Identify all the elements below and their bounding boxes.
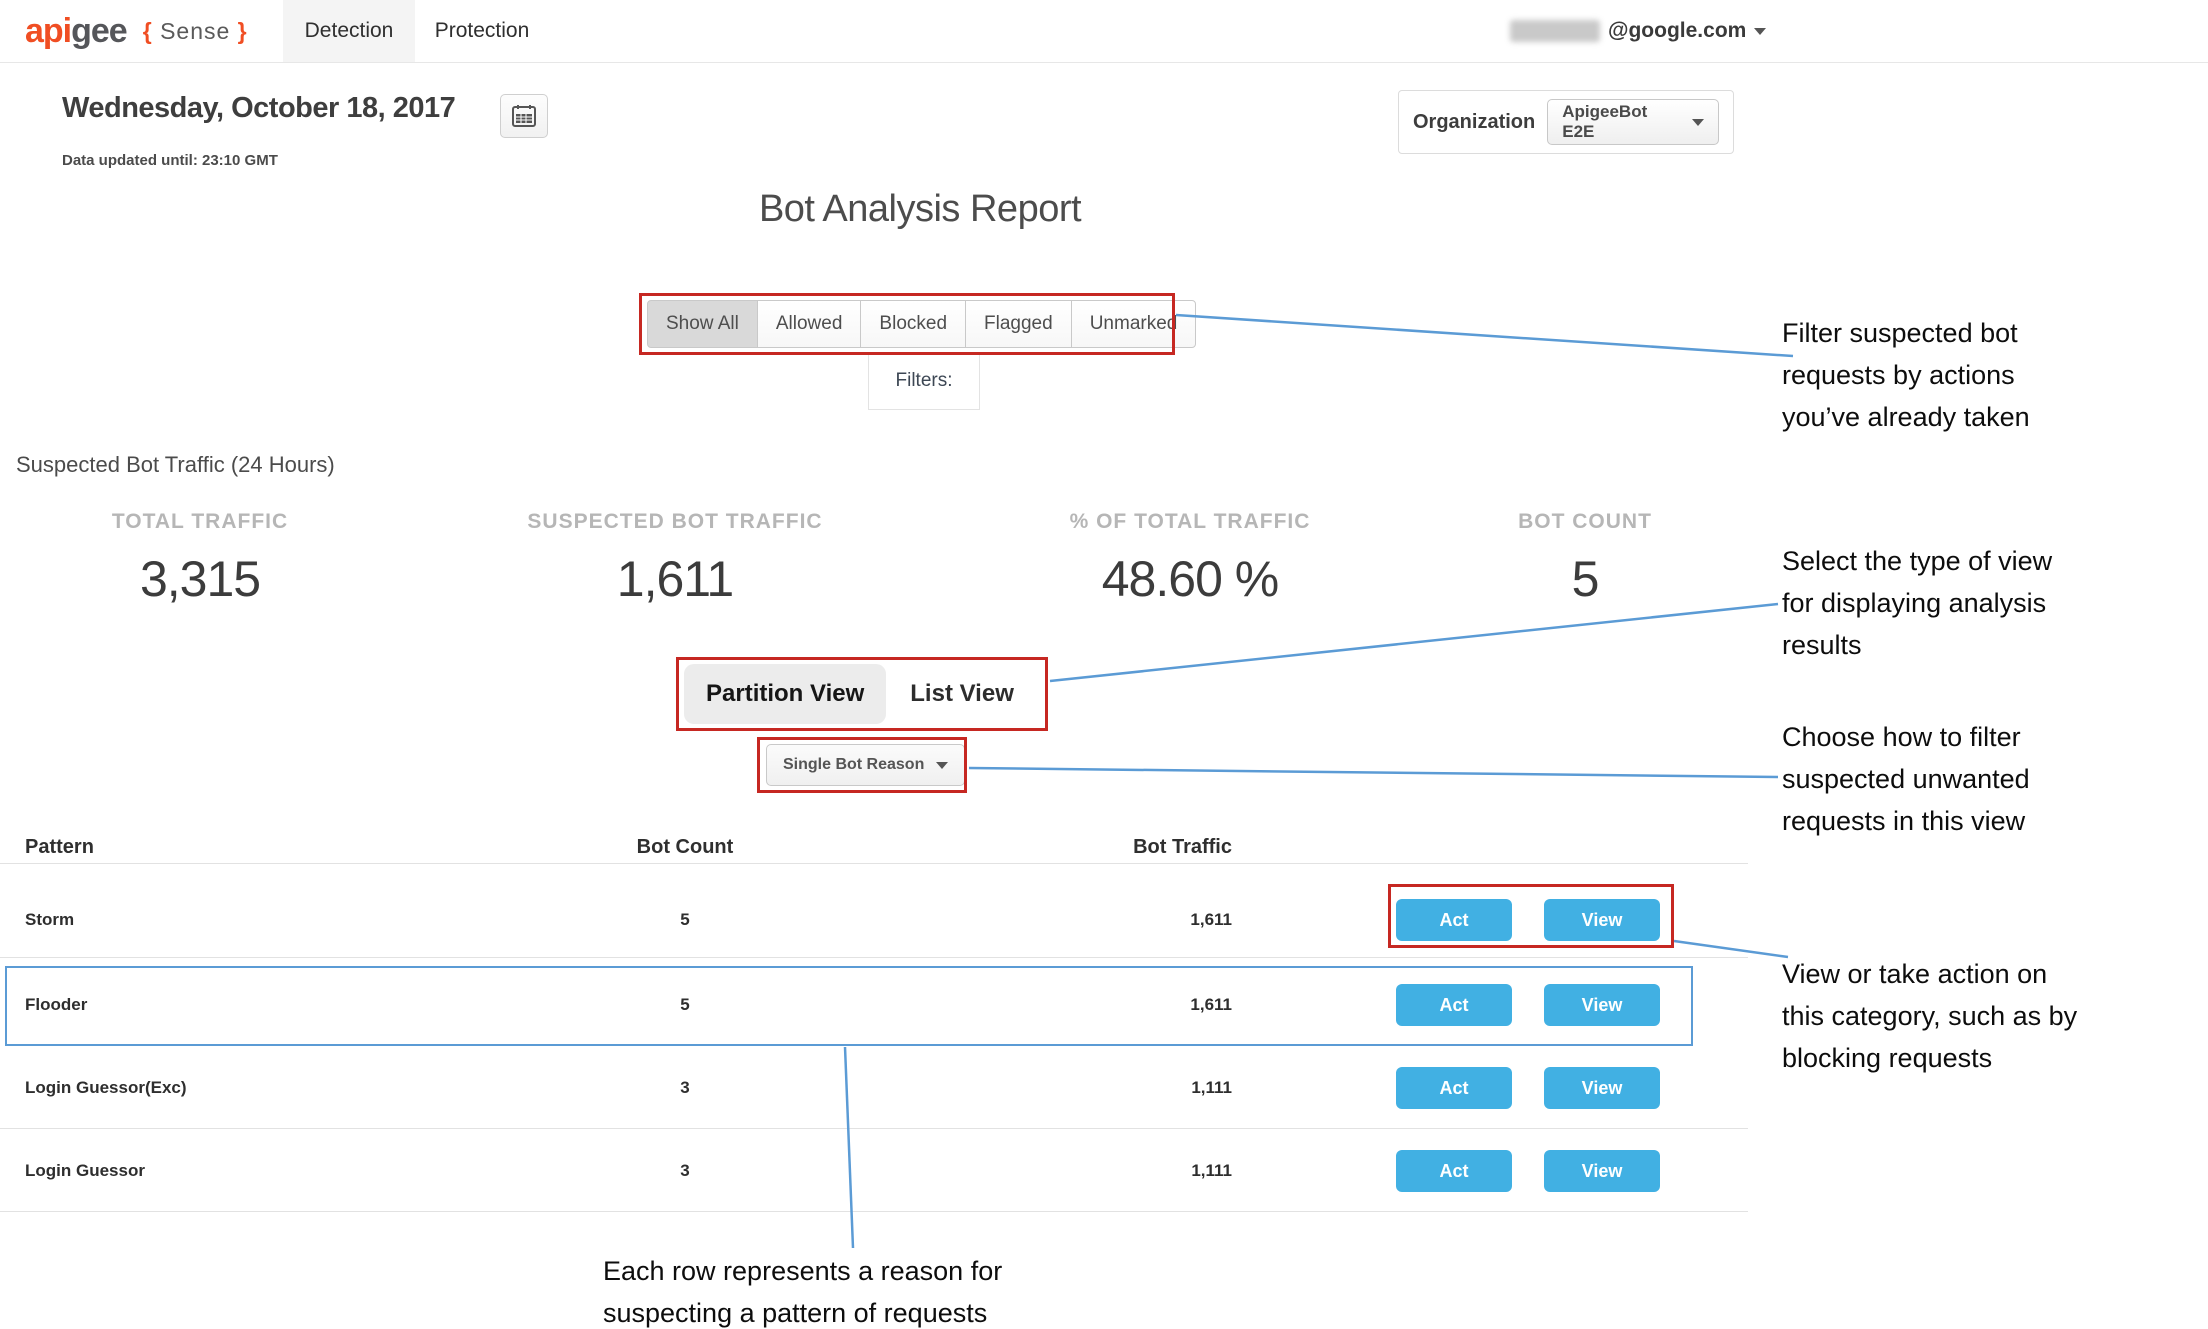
- row-divider: [0, 1128, 1748, 1129]
- act-button[interactable]: Act: [1396, 1150, 1512, 1192]
- annotation-view: Select the type of view for displaying a…: [1782, 546, 2053, 660]
- pattern-cell: Login Guessor(Exc): [25, 1078, 187, 1097]
- stat-percent-total-traffic: % OF TOTAL TRAFFIC 48.60 %: [1020, 510, 1360, 608]
- stat-total-traffic: TOTAL TRAFFIC 3,315: [40, 510, 360, 608]
- top-nav-bar: api gee { Sense } Detection Protection @g…: [0, 0, 2208, 63]
- callout-line-view: [1049, 602, 1779, 683]
- account-menu[interactable]: @google.com: [1510, 0, 1767, 62]
- tab-protection[interactable]: Protection: [434, 19, 530, 42]
- column-header-pattern: Pattern: [25, 836, 94, 858]
- bot-count-cell: 5: [680, 995, 690, 1014]
- pattern-cell: Login Guessor: [25, 1161, 145, 1180]
- filter-allowed[interactable]: Allowed: [756, 300, 862, 348]
- action-filter-group: Show All Allowed Blocked Flagged Unmarke…: [647, 300, 1197, 348]
- view-button[interactable]: View: [1544, 1067, 1660, 1109]
- column-header-bot-count: Bot Count: [636, 836, 734, 858]
- bot-count-cell: 5: [680, 910, 690, 929]
- stat-label: % OF TOTAL TRAFFIC: [1069, 510, 1311, 533]
- table-row: Storm 5 1,611 Act View: [0, 880, 1748, 960]
- tab-list-view[interactable]: List View: [910, 680, 1014, 707]
- row-divider: [0, 1211, 1748, 1212]
- bot-traffic-cell: 1,111: [1191, 1161, 1232, 1180]
- organization-selector: Organization ApigeeBot E2E: [1398, 90, 1734, 154]
- column-header-bot-traffic: Bot Traffic: [1133, 836, 1232, 858]
- stat-value: 3,315: [139, 551, 261, 607]
- stat-value: 48.60 %: [1101, 551, 1279, 607]
- filter-flagged[interactable]: Flagged: [965, 300, 1072, 348]
- pattern-cell: Storm: [25, 910, 75, 929]
- callout-line-reason: [968, 766, 1779, 779]
- stat-suspected-bot-traffic: SUSPECTED BOT TRAFFIC 1,611: [510, 510, 840, 608]
- stat-label: BOT COUNT: [1518, 510, 1652, 533]
- act-button[interactable]: Act: [1396, 1067, 1512, 1109]
- data-updated-text: Data updated until: 23:10 GMT: [62, 152, 278, 169]
- pattern-cell: Flooder: [25, 995, 88, 1014]
- table-row: Login Guessor 3 1,111 Act View: [0, 1131, 1748, 1211]
- view-toggle: Partition View List View: [684, 664, 1038, 724]
- organization-label: Organization: [1413, 110, 1536, 133]
- act-button[interactable]: Act: [1396, 899, 1512, 941]
- table-row: Flooder 5 1,611 Act View: [0, 965, 1748, 1045]
- annotation-reason: Choose how to filter suspected unwanted …: [1782, 722, 2030, 836]
- bot-count-cell: 3: [680, 1078, 690, 1097]
- annotation-actions: View or take action on this category, su…: [1782, 959, 2078, 1073]
- section-title: Suspected Bot Traffic (24 Hours): [16, 452, 335, 477]
- apigee-sense-logo: api gee { Sense }: [25, 0, 248, 62]
- row-divider: [0, 957, 1748, 958]
- tab-partition-view[interactable]: Partition View: [684, 664, 887, 724]
- logo-api: api: [25, 11, 72, 50]
- header-divider: [0, 863, 1748, 864]
- account-email: @google.com: [1608, 19, 1747, 42]
- filter-unmarked[interactable]: Unmarked: [1070, 300, 1197, 348]
- filters-box: Filters:: [868, 352, 980, 410]
- view-button[interactable]: View: [1544, 1150, 1660, 1192]
- calendar-button[interactable]: [500, 94, 548, 138]
- organization-dropdown[interactable]: ApigeeBot E2E: [1547, 99, 1719, 145]
- stat-value: 5: [1571, 551, 1600, 607]
- chevron-down-icon: [936, 761, 949, 769]
- table-row: Login Guessor(Exc) 3 1,111 Act View: [0, 1048, 1748, 1128]
- tab-detection[interactable]: Detection: [283, 0, 415, 62]
- bot-reason-value: Single Bot Reason: [783, 756, 925, 773]
- stat-value: 1,611: [616, 551, 734, 607]
- redacted-username: [1510, 20, 1600, 42]
- report-date: Wednesday, October 18, 2017: [62, 92, 456, 124]
- view-button[interactable]: View: [1544, 984, 1660, 1026]
- bot-traffic-cell: 1,611: [1190, 910, 1232, 929]
- stat-label: TOTAL TRAFFIC: [111, 510, 289, 533]
- stat-bot-count: BOT COUNT 5: [1420, 510, 1750, 608]
- organization-value: ApigeeBot E2E: [1562, 102, 1648, 141]
- callout-line-filter: [1175, 313, 1794, 358]
- logo-gee: gee: [71, 11, 128, 50]
- annotation-filter: Filter suspected bot requests by actions…: [1782, 318, 2030, 432]
- stat-label: SUSPECTED BOT TRAFFIC: [527, 510, 823, 533]
- bot-traffic-cell: 1,611: [1190, 995, 1232, 1014]
- calendar-icon: [512, 105, 536, 127]
- chevron-down-icon: [1692, 118, 1704, 126]
- bot-count-cell: 3: [680, 1161, 690, 1180]
- page-title: Bot Analysis Report: [758, 188, 1082, 230]
- filter-blocked[interactable]: Blocked: [860, 300, 967, 348]
- chevron-down-icon: [1754, 27, 1767, 35]
- bot-traffic-cell: 1,111: [1191, 1078, 1232, 1097]
- view-button[interactable]: View: [1544, 899, 1660, 941]
- bot-reason-dropdown[interactable]: Single Bot Reason: [766, 744, 966, 786]
- logo-sense: { Sense }: [142, 17, 248, 44]
- filter-show-all[interactable]: Show All: [647, 300, 758, 348]
- annotation-rows: Each row represents a reason for suspect…: [603, 1256, 1003, 1328]
- act-button[interactable]: Act: [1396, 984, 1512, 1026]
